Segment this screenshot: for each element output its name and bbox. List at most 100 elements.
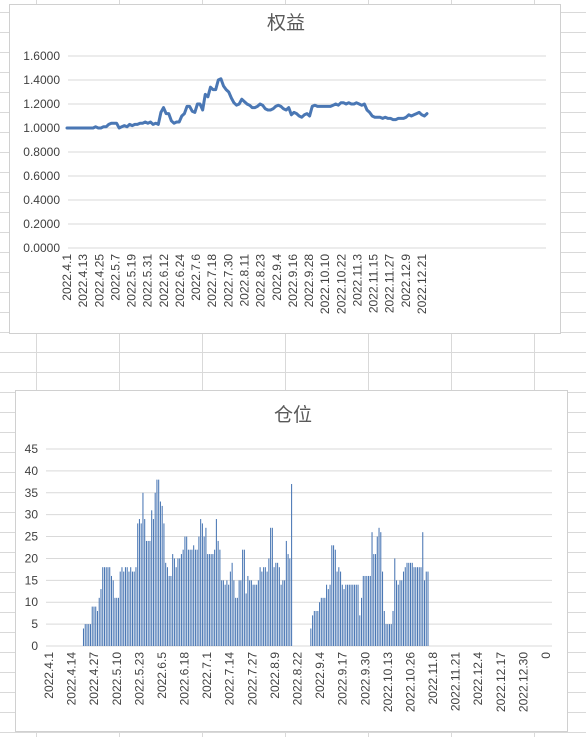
position-bar <box>275 563 276 646</box>
position-bar <box>342 585 343 646</box>
position-bar <box>106 567 107 646</box>
position-bar <box>146 541 147 646</box>
x-tick-label: 2022.9.17 <box>336 652 350 706</box>
x-tick-label: 2022.4.25 <box>92 254 106 308</box>
position-bar <box>188 550 189 646</box>
x-tick-label: 2022.7.6 <box>189 254 203 301</box>
position-bar <box>97 611 98 646</box>
position-bar <box>141 523 142 646</box>
x-tick-label: 2022.6.12 <box>157 254 171 308</box>
x-tick-label: 2022.10.13 <box>381 652 395 712</box>
x-tick-label: 2022.6.18 <box>178 652 192 706</box>
y-tick-label: 0.0000 <box>23 241 60 255</box>
position-bar <box>120 572 121 646</box>
position-bar <box>202 523 203 646</box>
position-bar <box>93 607 94 646</box>
position-chart-svg: 仓位 0 5 10 15 20 25 30 35 40 45 2022.4.1 2022.4.14 2… <box>16 391 569 733</box>
position-bar <box>99 598 100 646</box>
position-chart[interactable]: 仓位 0 5 10 15 20 25 30 35 40 45 2022.4.1 2022.4.14 2… <box>15 390 568 732</box>
position-bar <box>253 585 254 646</box>
position-bar <box>226 580 227 646</box>
position-bar <box>270 528 271 646</box>
position-bar <box>408 563 409 646</box>
position-bar <box>242 550 243 646</box>
y-tick-label: 45 <box>25 442 39 456</box>
position-bar <box>218 541 219 646</box>
y-tick-label: 35 <box>25 486 39 500</box>
y-tick-label: 0.2000 <box>23 217 60 231</box>
equity-chart[interactable]: 权益 0.0000 0.2000 0.4000 0.6000 0.8000 1.0000 1… <box>9 4 561 334</box>
position-bar <box>398 585 399 646</box>
position-bar <box>254 585 255 646</box>
x-tick-label: 2022.11.21 <box>449 652 463 711</box>
x-tick-label: 2022.8.22 <box>291 652 305 706</box>
y-tick-label: 25 <box>25 530 39 544</box>
x-tick-label: 2022.12.4 <box>471 652 485 706</box>
position-bar <box>326 585 327 646</box>
x-tick-label: 2022.9.4 <box>270 254 284 301</box>
position-bar <box>347 585 348 646</box>
position-bar <box>427 572 428 646</box>
position-bar <box>424 580 425 646</box>
position-bar <box>169 576 170 646</box>
x-tick-label: 2022.6.5 <box>155 652 169 699</box>
position-bar <box>162 506 163 646</box>
position-bar <box>156 480 157 646</box>
position-bar <box>394 558 395 646</box>
y-tick-label: 1.6000 <box>23 49 60 63</box>
position-bar <box>261 572 262 646</box>
x-tick-label: 2022.7.14 <box>223 652 237 706</box>
position-bar <box>361 598 362 646</box>
x-tick-label: 2022.12.30 <box>516 652 530 712</box>
position-bar <box>179 558 180 646</box>
position-bar <box>212 554 213 646</box>
position-bar <box>354 585 355 646</box>
x-tick-label: 2022.8.23 <box>254 254 268 308</box>
position-bar <box>268 558 269 646</box>
position-bar <box>109 567 110 646</box>
position-bar <box>405 567 406 646</box>
position-bar <box>207 554 208 646</box>
position-bar <box>211 554 212 646</box>
y-tick-label: 30 <box>25 508 39 522</box>
position-bar <box>121 567 122 646</box>
x-tick-label: 2022.12.17 <box>494 652 508 712</box>
position-bar <box>399 580 400 646</box>
x-tick-label: 2022.5.10 <box>110 652 124 706</box>
position-bar <box>221 580 222 646</box>
position-bar <box>125 567 126 646</box>
position-bar <box>272 528 273 646</box>
position-bar <box>413 567 414 646</box>
position-bar <box>139 519 140 646</box>
position-bar <box>197 550 198 646</box>
position-bar <box>239 580 240 646</box>
y-tick-label: 0.4000 <box>23 193 60 207</box>
position-bar <box>233 580 234 646</box>
position-bar <box>333 545 334 646</box>
y-tick-label: 1.4000 <box>23 73 60 87</box>
x-tick-label: 2022.10.26 <box>403 652 417 712</box>
position-bar <box>310 628 311 646</box>
equity-chart-title: 权益 <box>267 12 305 34</box>
position-bar <box>193 545 194 646</box>
position-bar <box>223 580 224 646</box>
position-bar <box>249 580 250 646</box>
position-bar <box>317 611 318 646</box>
position-bar <box>174 558 175 646</box>
position-bar <box>116 598 117 646</box>
position-bar <box>363 576 364 646</box>
position-bar <box>419 567 420 646</box>
position-bar <box>372 532 373 646</box>
position-bar <box>209 554 210 646</box>
position-bar <box>263 567 264 646</box>
position-bar <box>277 563 278 646</box>
position-bar <box>267 572 268 646</box>
position-bar <box>170 576 171 646</box>
position-bar <box>95 607 96 646</box>
position-bar <box>328 589 329 646</box>
position-bar <box>165 563 166 646</box>
position-bar <box>88 624 89 646</box>
x-tick-label: 2022.10.22 <box>334 254 348 314</box>
position-bar <box>172 554 173 646</box>
position-bar <box>130 567 131 646</box>
